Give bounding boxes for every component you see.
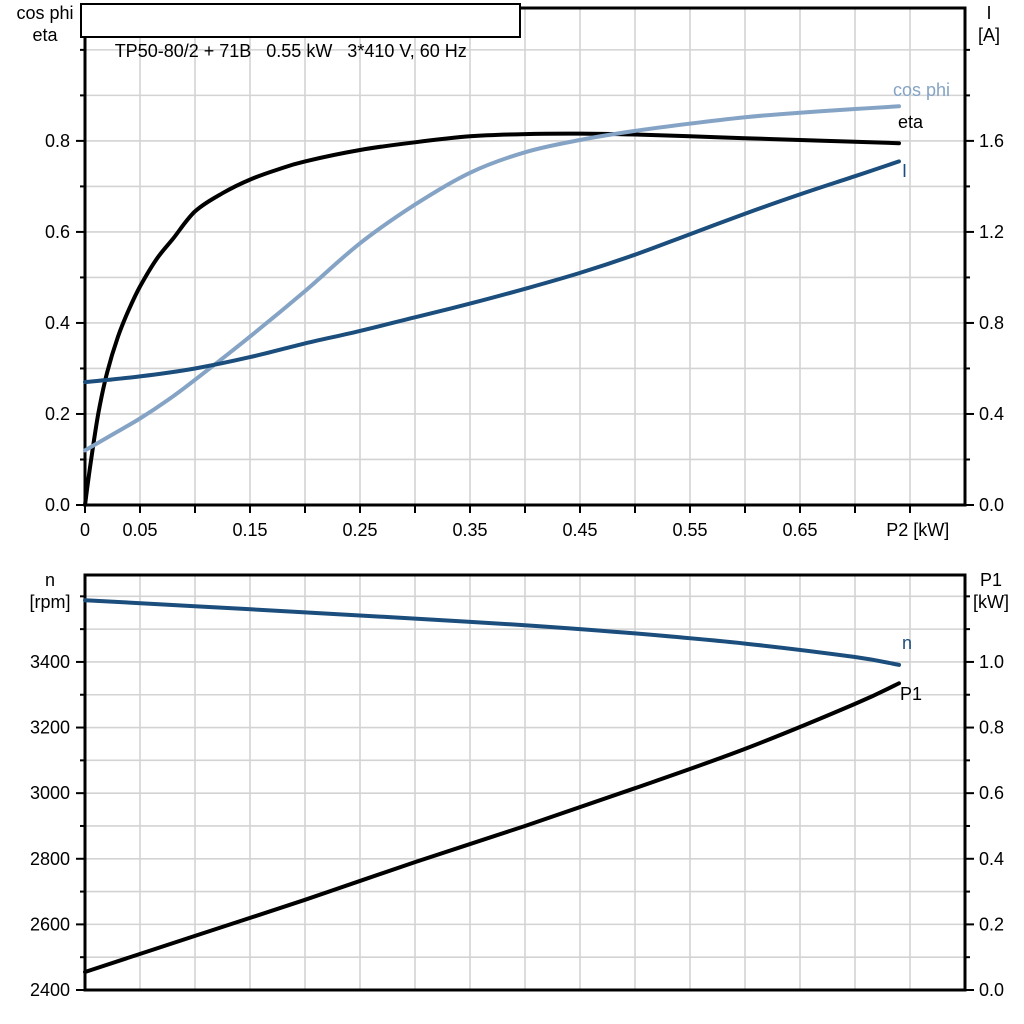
curve-cos-phi [83, 104, 901, 453]
top-chart-left-axis-title: cos phi eta [0, 2, 90, 46]
left-axis-title-line1: cos phi [16, 3, 74, 23]
y-left-tick-label: 2600 [30, 914, 70, 934]
y-right-tick-label: 0.0 [979, 980, 1004, 1000]
y-left-tick-label: 2400 [30, 980, 70, 1000]
power-axis-title-line2: [kW] [973, 592, 1009, 612]
y-right-tick-label: 1.6 [979, 131, 1004, 151]
left-axis-title-line2: eta [32, 25, 58, 45]
curve-label-input-power: P1 [900, 684, 923, 704]
curve-label-current: I [902, 161, 908, 181]
x-tick-label: 0.35 [452, 520, 487, 540]
curve-n [83, 598, 901, 667]
chart-title-text: TP50-80/2 + 71B 0.55 kW 3*410 V, 60 Hz [114, 41, 467, 61]
y-right-tick-label: 0.8 [979, 718, 1004, 738]
y-left-tick-label: 3400 [30, 652, 70, 672]
speed-power-chart-ticks [76, 595, 974, 991]
y-right-tick-label: 0.6 [979, 783, 1004, 803]
right-axis-title-line1: I [986, 3, 992, 23]
x-tick-label: 0.05 [122, 520, 157, 540]
y-left-tick-label: 2800 [30, 849, 70, 869]
y-left-tick-label: 0.8 [45, 131, 70, 151]
y-right-tick-label: 1.0 [979, 652, 1004, 672]
y-right-tick-label: 0.0 [979, 495, 1004, 515]
speed-power-chart-frame [83, 573, 967, 992]
x-tick-label: 0.15 [232, 520, 267, 540]
y-left-tick-label: 3200 [30, 718, 70, 738]
x-axis-label: P2 [kW] [886, 520, 949, 540]
y-right-tick-label: 0.4 [979, 404, 1004, 424]
x-tick-label: 0 [80, 520, 90, 540]
y-left-tick-label: 3000 [30, 783, 70, 803]
speed-power-chart-tick-labels: 2400 2600 2800 3000 3200 3400 0.0 0.2 0.4 0.6 0.8 1… [30, 652, 1004, 1000]
x-tick-label: 0.25 [342, 520, 377, 540]
curve-i [83, 159, 901, 385]
y-left-tick-label: 0.2 [45, 404, 70, 424]
curve-label-cos-phi: cos phi [893, 80, 951, 100]
motor-performance-chart-ticks [76, 48, 974, 513]
curve-label-speed: n [902, 633, 913, 653]
top-chart-right-axis-title: I [A] [958, 2, 1020, 46]
x-tick-label: 0.65 [782, 520, 817, 540]
speed-axis-title-line2: [rpm] [29, 592, 71, 612]
bottom-chart-right-axis-title: P1 [kW] [960, 569, 1022, 613]
x-tick-label: 0.55 [672, 520, 707, 540]
bottom-chart-left-axis-title: n [rpm] [5, 569, 95, 613]
motor-performance-chart-tick-labels: 0.0 0.2 0.4 0.6 0.8 0.0 0.4 0.8 1.2 1.6 0 0.05 0.15 0… [45, 131, 1004, 540]
y-left-tick-label: 0.0 [45, 495, 70, 515]
y-left-tick-label: 0.4 [45, 313, 70, 333]
y-right-tick-label: 0.8 [979, 313, 1004, 333]
y-right-tick-label: 1.2 [979, 222, 1004, 242]
y-right-tick-label: 0.4 [979, 849, 1004, 869]
power-axis-title-line1: P1 [979, 570, 1003, 590]
curve-eta [83, 131, 901, 507]
chart-title-box: TP50-80/2 + 71B 0.55 kW 3*410 V, 60 Hz [80, 3, 521, 61]
y-right-tick-label: 0.2 [979, 914, 1004, 934]
curve-label-eta: eta [898, 112, 924, 132]
right-axis-title-line2: [A] [977, 25, 1000, 45]
y-left-tick-label: 0.6 [45, 222, 70, 242]
speed-axis-title-line1: n [44, 570, 55, 590]
x-tick-label: 0.45 [562, 520, 597, 540]
curve-p1 [83, 681, 901, 974]
motor-performance-chart-grid [85, 8, 965, 505]
